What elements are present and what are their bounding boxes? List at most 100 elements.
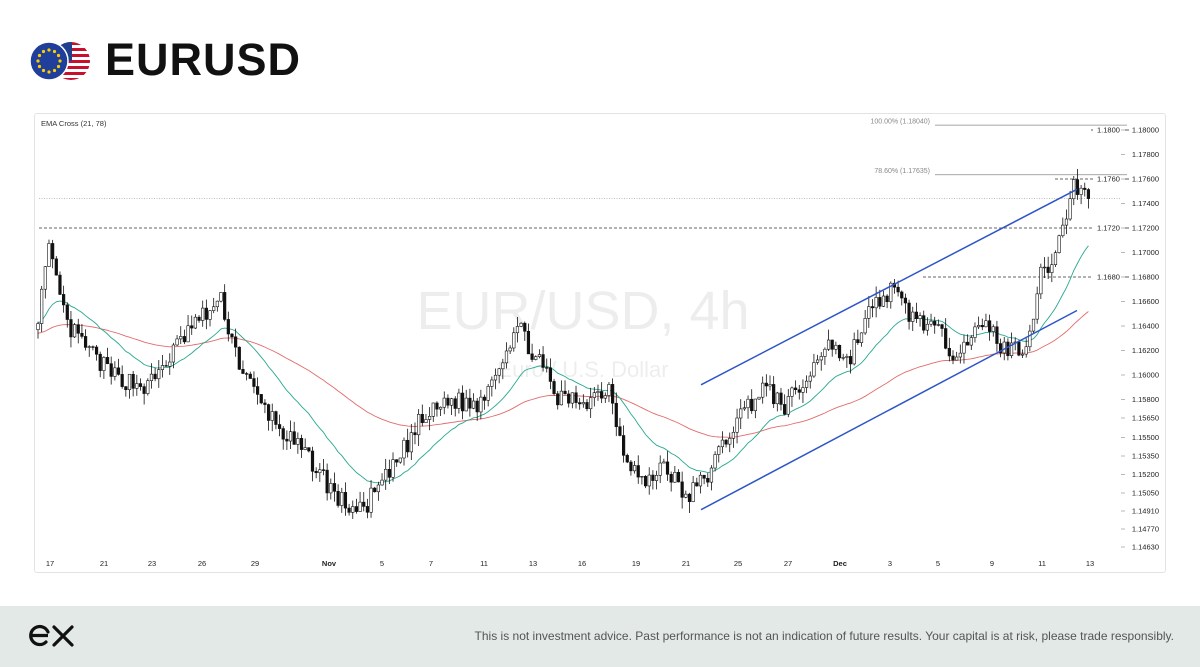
candle: [596, 384, 600, 401]
candle: [160, 354, 165, 378]
y-tick-label: 1.17200: [1132, 224, 1159, 233]
candle: [424, 413, 428, 423]
candle: [1042, 257, 1047, 278]
candle: [574, 385, 578, 409]
candle: [717, 445, 721, 463]
x-tick-label: Dec: [833, 559, 847, 568]
candle: [365, 498, 370, 519]
candle: [438, 406, 443, 417]
candle: [643, 475, 648, 489]
eu-star-icon: [36, 59, 40, 63]
candle: [127, 373, 132, 399]
candle: [512, 327, 516, 352]
candle: [138, 378, 143, 391]
candle: [772, 376, 776, 408]
candle: [102, 356, 106, 379]
candle: [534, 355, 538, 361]
y-tick-label: 1.18000: [1132, 126, 1159, 135]
candle: [501, 358, 505, 380]
candle: [578, 397, 582, 410]
candle: [223, 284, 227, 322]
candle: [885, 294, 889, 309]
x-tick-label: 26: [198, 559, 206, 568]
candle: [614, 392, 618, 437]
candle: [428, 407, 432, 431]
eu-star-icon: [41, 49, 46, 54]
candle: [208, 310, 212, 327]
candle: [947, 337, 951, 362]
candle: [226, 311, 230, 342]
candle: [724, 439, 728, 448]
candle: [691, 476, 695, 503]
candle: [687, 492, 692, 514]
candle: [757, 396, 761, 400]
ema78-line: [37, 311, 1089, 438]
x-tick-label: 23: [148, 559, 156, 568]
candle: [830, 339, 834, 357]
candle: [230, 333, 234, 344]
candle: [270, 403, 274, 432]
candle: [1075, 169, 1080, 200]
candle: [984, 313, 988, 328]
candle: [735, 408, 739, 444]
candle: [234, 328, 238, 357]
candle: [881, 290, 886, 307]
candle: [274, 410, 278, 430]
candlestick-chart[interactable]: EUR/USD, 4h Euro / U.S. Dollar EMA Cross…: [35, 114, 1165, 572]
candle: [281, 426, 285, 450]
candle: [592, 386, 596, 407]
candle: [1079, 184, 1083, 205]
candle: [431, 402, 435, 422]
candle: [940, 323, 944, 337]
x-tick-label: 11: [480, 559, 488, 568]
candle: [318, 463, 322, 482]
candle: [651, 470, 655, 490]
candle: [665, 451, 670, 481]
candle: [819, 352, 823, 371]
candle: [219, 291, 223, 303]
candle: [918, 312, 922, 327]
channel-lower-line[interactable]: [700, 309, 1078, 511]
ex-logo-icon[interactable]: [28, 620, 80, 650]
candle: [581, 394, 585, 408]
eu-star-icon: [37, 53, 42, 58]
candle: [911, 306, 915, 332]
candle: [460, 385, 465, 420]
x-tick-label: 13: [1086, 559, 1094, 568]
candle: [523, 321, 527, 341]
candle: [398, 457, 402, 464]
candle: [783, 394, 787, 416]
candle: [299, 434, 304, 458]
candle: [409, 423, 413, 461]
channel-upper-line[interactable]: [700, 188, 1078, 386]
candle: [1068, 190, 1072, 221]
candle: [237, 346, 241, 371]
candle: [739, 399, 743, 430]
candle: [453, 396, 457, 417]
x-tick-label: 11: [1038, 559, 1046, 568]
candle: [58, 271, 62, 295]
level-label: 1.1680: [1097, 273, 1120, 282]
candle: [1057, 234, 1061, 254]
level-lines: 1.1800 1.1760 1.1720 1.1680 100.00% (1.18040…: [39, 119, 1129, 282]
candle: [790, 386, 794, 407]
x-tick-label: 29: [251, 559, 259, 568]
candle: [794, 380, 798, 395]
candle: [815, 354, 820, 365]
candle: [556, 390, 560, 410]
candle: [303, 438, 307, 451]
level-label: 1.1800: [1097, 126, 1120, 135]
y-tick-label: 1.16600: [1132, 297, 1159, 306]
candle: [72, 323, 77, 339]
candle: [764, 374, 768, 397]
candle: [995, 320, 999, 352]
candle: [706, 473, 710, 487]
candle: [958, 344, 962, 364]
candle: [867, 295, 871, 328]
candle: [215, 300, 219, 312]
watermark-title: EUR/USD, 4h: [416, 281, 749, 341]
candle: [914, 302, 918, 324]
candle: [863, 309, 867, 335]
chart-panel[interactable]: EUR/USD, 4h Euro / U.S. Dollar EMA Cross…: [34, 113, 1166, 573]
candle: [1020, 349, 1025, 358]
